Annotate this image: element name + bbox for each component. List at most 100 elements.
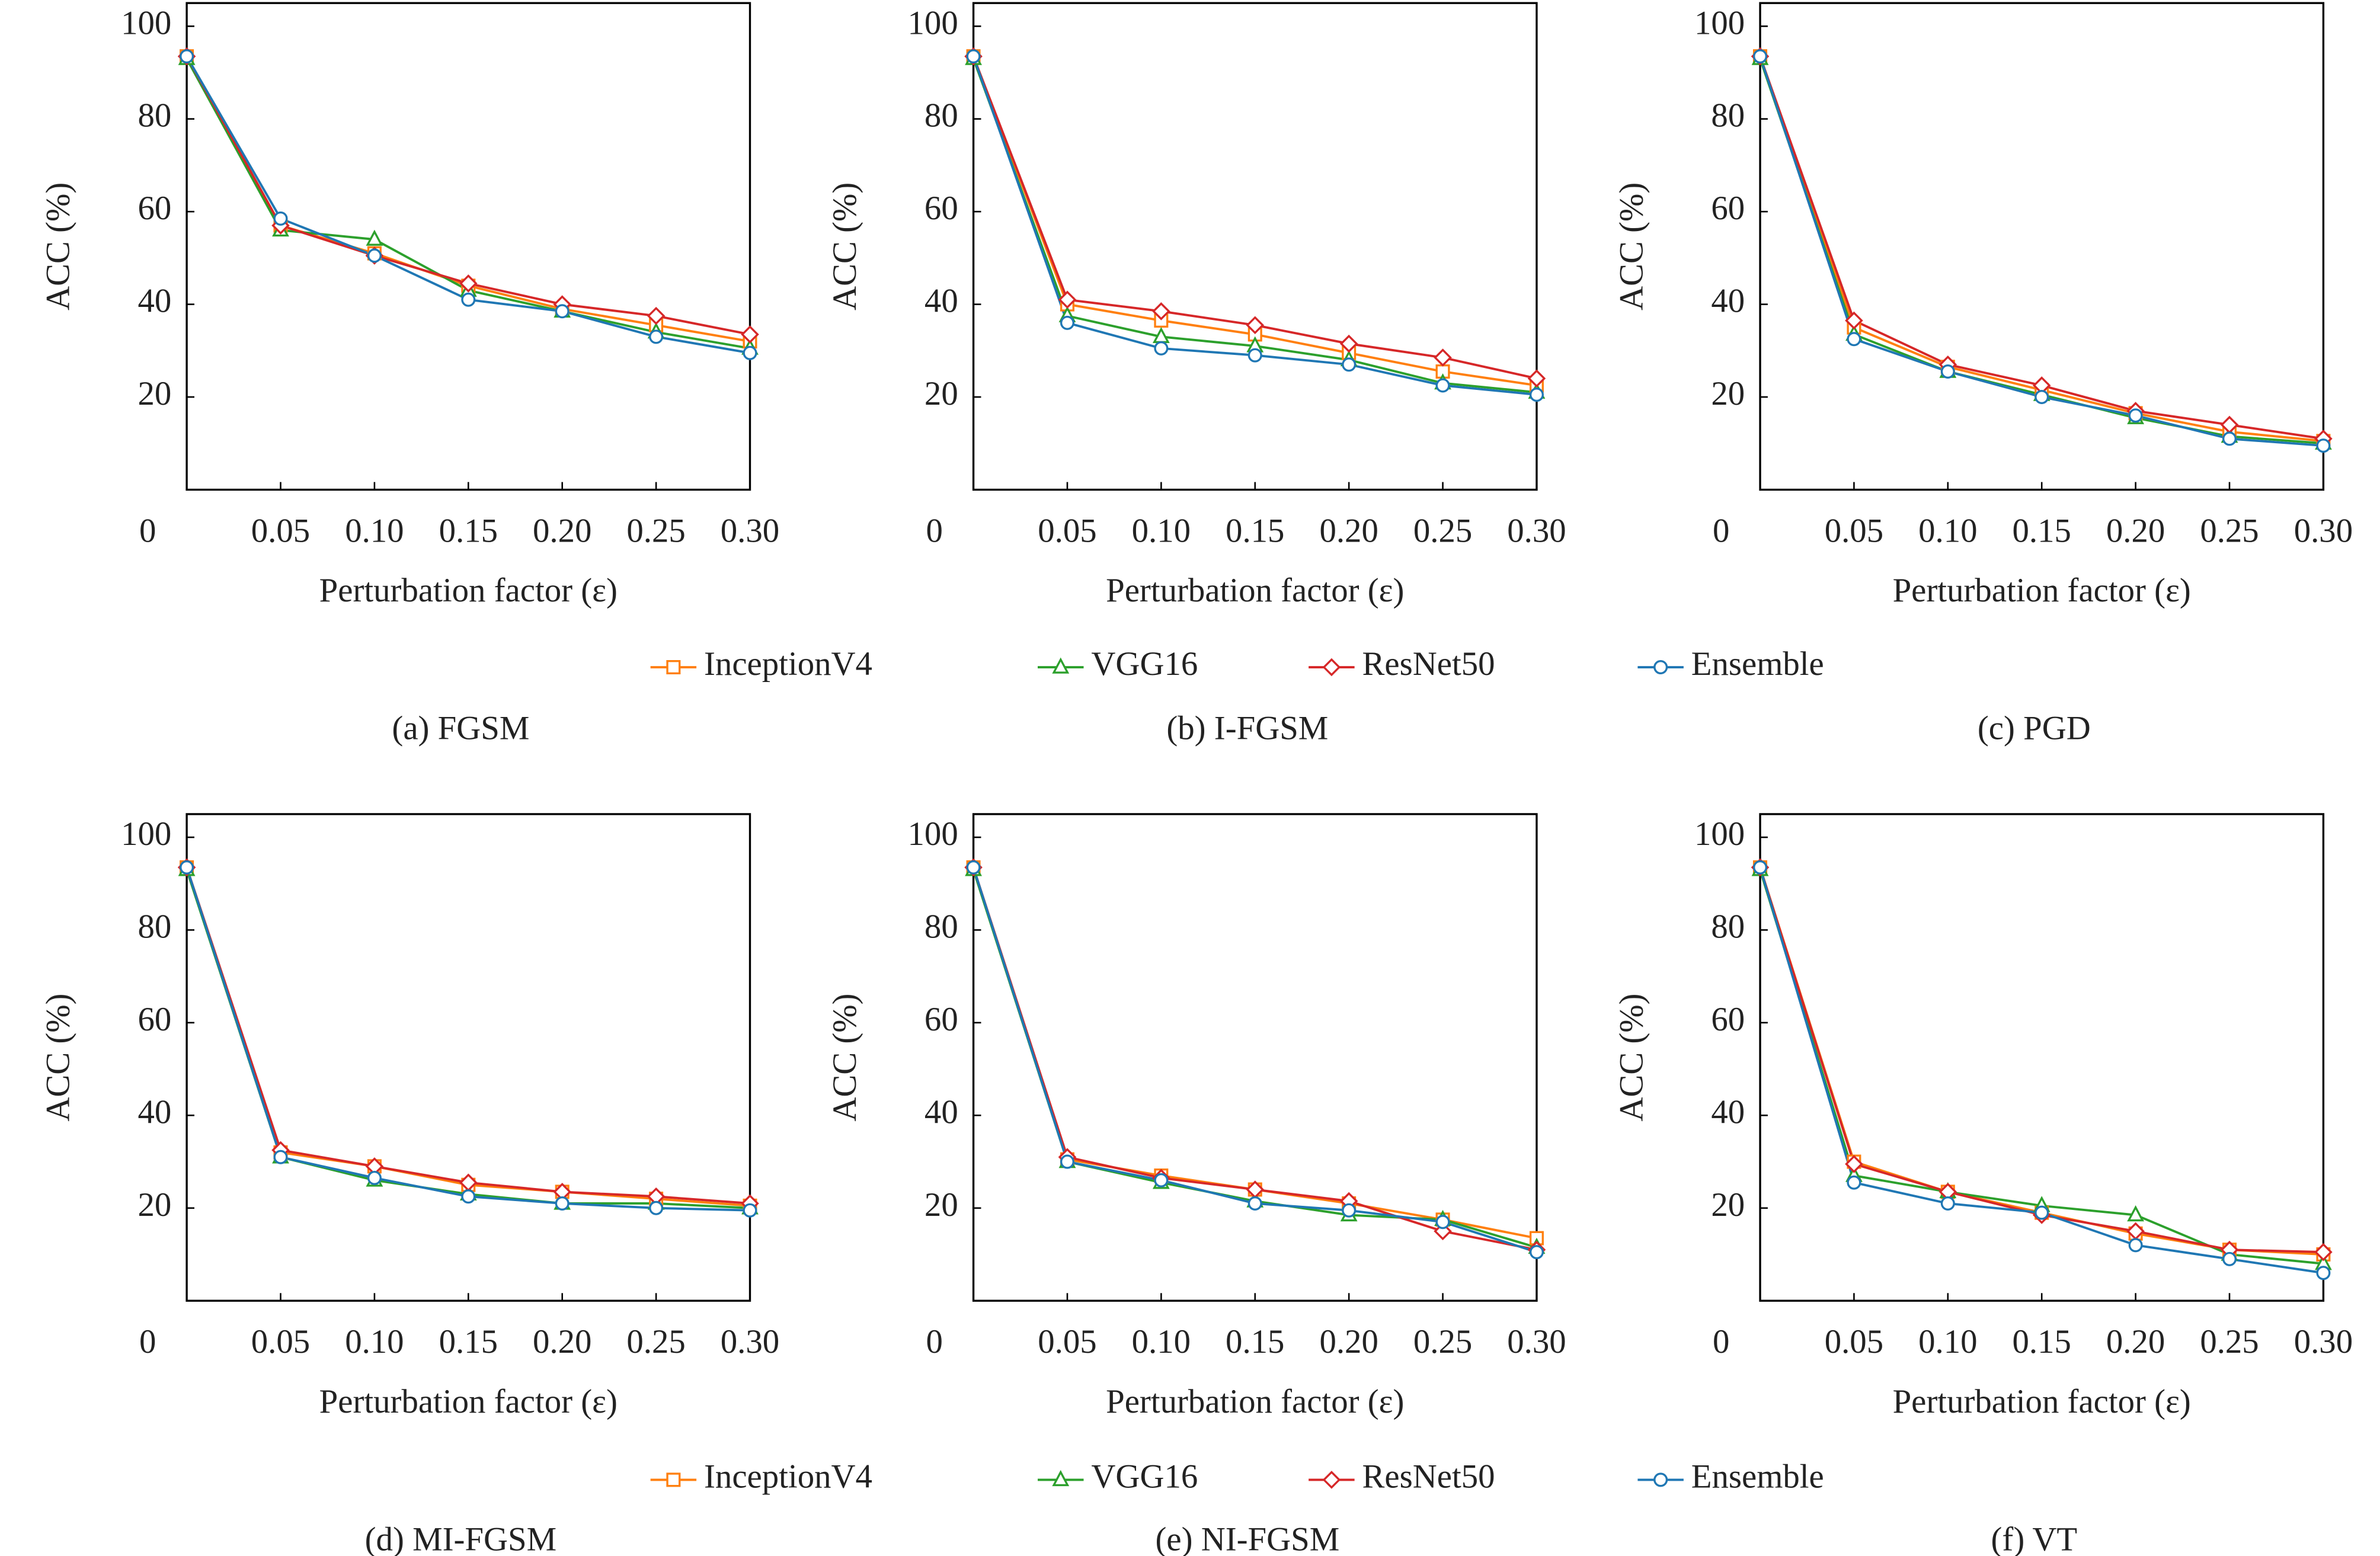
x-tick-label: 0.30 [721,1323,779,1360]
x-tick-label: 0.15 [439,1323,498,1360]
marker [1527,369,1546,388]
series-line [185,867,750,1212]
x-tick-label: 0.05 [1038,1323,1096,1360]
y-tick-label: 40 [925,1093,958,1131]
series-line [185,869,750,1209]
marker [1529,388,1544,402]
plot-frame [972,2,1538,491]
y-tick-label: 100 [1694,815,1745,853]
y-tick-label: 0 [1713,1323,1729,1360]
x-tick-label: 0.25 [626,512,685,549]
x-tick-label: 0.15 [2013,1323,2071,1360]
legend-label: VGG16 [1091,645,1198,683]
plot-frame [1759,2,2325,491]
x-tick-label: 0.20 [1319,1323,1378,1360]
y-tick-label: 100 [908,4,958,41]
marker [1529,1245,1544,1260]
y-tick-label: 20 [925,375,958,412]
marker [1339,334,1358,353]
x-tick-label: 0.30 [1507,512,1566,549]
marker [273,1150,288,1164]
marker [1052,1469,1070,1487]
marker [1154,341,1169,356]
x-tick-label: 0.15 [1226,1323,1284,1360]
marker [649,329,664,344]
marker [1058,290,1077,309]
marker [1847,332,1861,347]
marker [2222,431,2237,446]
y-tick-label: 80 [1711,908,1745,946]
y-axis-label: ACC (%) [1613,994,1650,1122]
marker [666,1472,681,1487]
caption: (a) FGSM [392,710,529,747]
y-axis-label: ACC (%) [1613,183,1650,310]
y-tick-label: 80 [137,908,171,946]
marker [1845,311,1863,330]
y-tick-label: 40 [925,283,958,320]
marker [180,49,194,64]
marker [459,274,478,293]
x-tick-label: 0.10 [345,512,404,549]
y-axis-label: ACC (%) [826,994,863,1122]
marker [2222,1251,2237,1266]
x-tick-label: 0.05 [1038,512,1096,549]
marker [273,211,288,226]
y-tick-label: 60 [137,1001,171,1038]
x-tick-label: 0.30 [2294,512,2353,549]
marker [2314,1243,2333,1262]
marker [1435,378,1450,393]
y-tick-label: 80 [925,97,958,135]
marker [966,860,981,875]
y-axis-label: ACC (%) [39,183,76,310]
x-tick-label: 0.25 [1413,512,1472,549]
marker [1152,302,1170,321]
marker [1847,1175,1861,1190]
y-tick-label: 0 [926,1323,943,1360]
legend-label: InceptionV4 [704,645,872,683]
y-tick-label: 80 [1711,97,1745,135]
marker [2128,1238,2143,1253]
plot-frame [185,2,751,491]
y-axis-label: ACC (%) [826,183,863,310]
y-axis-label: ACC (%) [39,994,76,1122]
marker [367,1170,382,1185]
y-tick-label: 60 [1711,1001,1745,1038]
x-axis-label: Perturbation factor (ε) [1893,1383,2191,1420]
marker [649,1200,664,1215]
x-tick-label: 0.20 [533,1323,591,1360]
x-tick-label: 0.30 [1507,1323,1566,1360]
y-tick-label: 100 [908,815,958,853]
x-tick-label: 0.25 [2200,1323,2259,1360]
marker [1052,657,1070,674]
legend-label: InceptionV4 [704,1458,872,1495]
series-line [1759,867,2324,1254]
marker [1154,1173,1169,1187]
x-tick-label: 0.20 [2106,1323,2165,1360]
marker [366,229,383,246]
caption: (e) NI-FGSM [1155,1520,1339,1556]
y-tick-label: 60 [1711,190,1745,227]
y-tick-label: 20 [137,375,171,412]
y-tick-label: 100 [1694,4,1745,41]
x-tick-label: 0.20 [1319,512,1378,549]
x-tick-label: 0.20 [533,512,591,549]
y-tick-label: 60 [925,190,958,227]
marker [1845,1155,1863,1173]
marker [1060,315,1074,330]
marker [2316,1266,2331,1280]
x-tick-label: 0.15 [2013,512,2071,549]
y-tick-label: 40 [1711,283,1745,320]
series-line [185,56,750,354]
x-tick-label: 0.15 [1226,512,1284,549]
x-tick-label: 0.10 [345,1323,404,1360]
marker [1435,1215,1450,1230]
x-tick-label: 0.25 [1413,1323,1472,1360]
y-tick-label: 80 [925,908,958,946]
x-tick-label: 0.25 [2200,512,2259,549]
legend-label: ResNet50 [1362,645,1495,683]
marker [1247,1196,1262,1211]
marker [2316,438,2331,453]
y-tick-label: 0 [139,1323,156,1360]
marker [1940,1196,1955,1211]
